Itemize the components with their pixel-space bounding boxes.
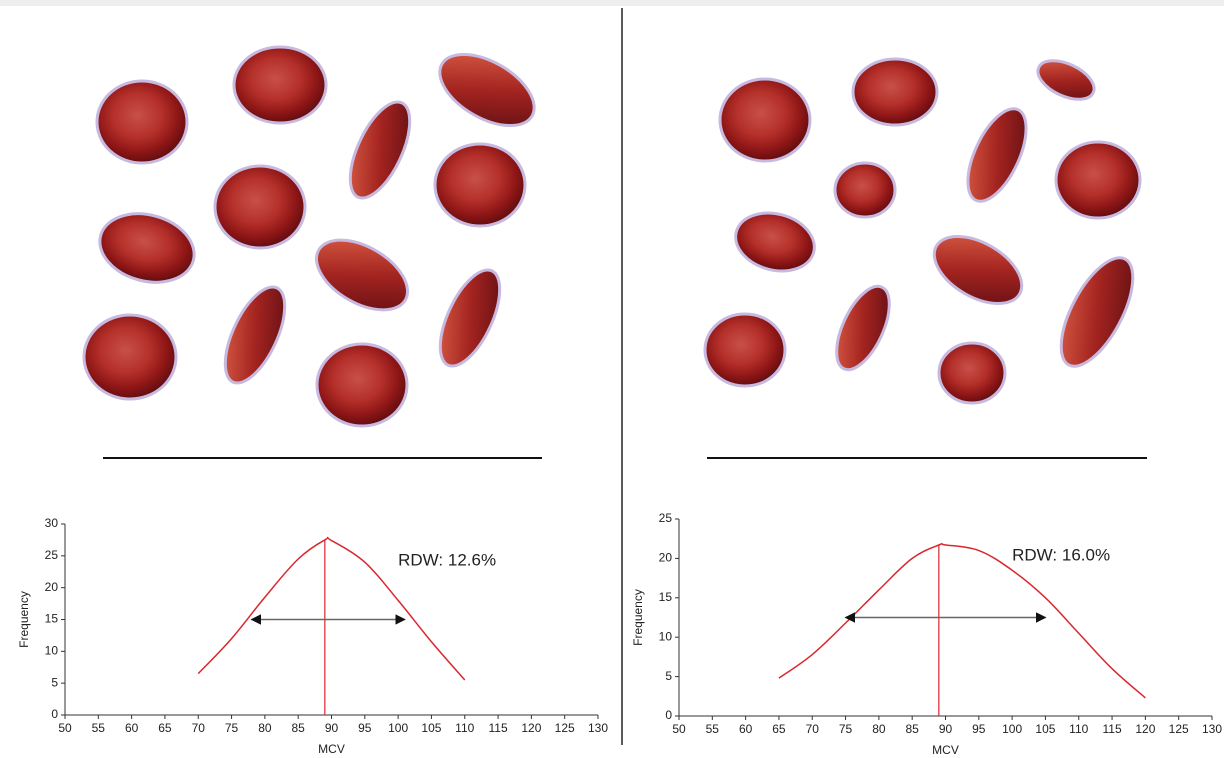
red-blood-cell [833, 161, 897, 219]
y-tick-label: 25 [45, 548, 59, 562]
red-blood-cell [82, 313, 178, 401]
x-tick-label: 70 [806, 722, 820, 736]
x-tick-label: 100 [1002, 722, 1022, 736]
x-axis-label: MCV [932, 743, 959, 757]
x-tick-label: 70 [192, 721, 206, 735]
red-blood-cell [835, 284, 891, 372]
y-axis-label: Frequency [17, 591, 31, 648]
y-tick-label: 5 [665, 669, 672, 683]
red-blood-cell [95, 79, 189, 165]
y-tick-label: 25 [659, 511, 673, 525]
top-bar [0, 0, 1224, 6]
red-blood-cell [438, 268, 502, 368]
rdw-annotation: RDW: 12.6% [398, 550, 496, 569]
cells-left [82, 45, 536, 428]
x-tick-label: 90 [325, 721, 339, 735]
red-blood-cell [734, 211, 816, 273]
y-tick-label: 30 [45, 516, 59, 530]
x-tick-label: 50 [672, 722, 686, 736]
x-tick-label: 115 [1102, 722, 1121, 736]
red-blood-cell [1059, 256, 1135, 368]
red-blood-cell [213, 164, 307, 250]
y-tick-label: 0 [51, 707, 58, 721]
x-tick-label: 95 [358, 721, 372, 735]
red-blood-cell [966, 107, 1028, 203]
red-blood-cell [703, 312, 787, 388]
x-axis-label: MCV [318, 742, 345, 756]
red-blood-cell [223, 285, 287, 385]
red-blood-cell [348, 100, 412, 200]
cells-right [703, 57, 1142, 405]
red-blood-cell [438, 52, 536, 128]
x-tick-label: 90 [939, 722, 953, 736]
x-tick-label: 60 [125, 721, 139, 735]
x-tick-label: 85 [292, 721, 306, 735]
y-tick-label: 15 [659, 590, 673, 604]
x-tick-label: 100 [388, 721, 408, 735]
x-tick-label: 75 [839, 722, 853, 736]
x-tick-label: 130 [1202, 722, 1222, 736]
x-tick-label: 60 [739, 722, 753, 736]
x-tick-label: 105 [421, 721, 441, 735]
x-tick-label: 80 [872, 722, 886, 736]
y-tick-label: 0 [665, 708, 672, 722]
x-tick-label: 120 [521, 721, 541, 735]
y-tick-label: 10 [45, 644, 59, 658]
x-tick-label: 115 [488, 721, 507, 735]
red-blood-cell [232, 45, 328, 125]
red-blood-cell [1036, 59, 1096, 101]
red-blood-cell [937, 341, 1007, 405]
red-blood-cell [851, 57, 939, 127]
x-tick-label: 55 [706, 722, 720, 736]
x-tick-label: 85 [906, 722, 920, 736]
y-tick-label: 20 [659, 551, 673, 565]
x-tick-label: 65 [158, 721, 172, 735]
x-tick-label: 50 [58, 721, 72, 735]
x-tick-label: 65 [772, 722, 786, 736]
red-blood-cell [718, 77, 812, 163]
rdw-annotation: RDW: 16.0% [1012, 545, 1110, 564]
distribution-curve [197, 536, 466, 681]
x-tick-label: 125 [1169, 722, 1189, 736]
red-blood-cell [314, 238, 410, 312]
x-tick-label: 80 [258, 721, 272, 735]
y-tick-label: 10 [659, 629, 673, 643]
x-tick-label: 130 [588, 721, 608, 735]
y-axis-label: Frequency [631, 589, 645, 646]
red-blood-cell [932, 234, 1024, 306]
x-tick-label: 110 [1069, 722, 1088, 736]
x-tick-label: 120 [1135, 722, 1155, 736]
distribution-curve [778, 542, 1146, 699]
x-tick-label: 55 [92, 721, 106, 735]
x-tick-label: 95 [972, 722, 986, 736]
y-tick-label: 5 [51, 675, 58, 689]
x-tick-label: 75 [225, 721, 239, 735]
x-tick-label: 125 [555, 721, 575, 735]
x-tick-label: 110 [455, 721, 474, 735]
y-tick-label: 15 [45, 612, 59, 626]
red-blood-cell [1054, 140, 1142, 220]
red-blood-cell [98, 212, 196, 284]
x-tick-label: 105 [1035, 722, 1055, 736]
red-blood-cell [315, 342, 409, 428]
y-tick-label: 20 [45, 580, 59, 594]
red-blood-cell [433, 142, 527, 228]
